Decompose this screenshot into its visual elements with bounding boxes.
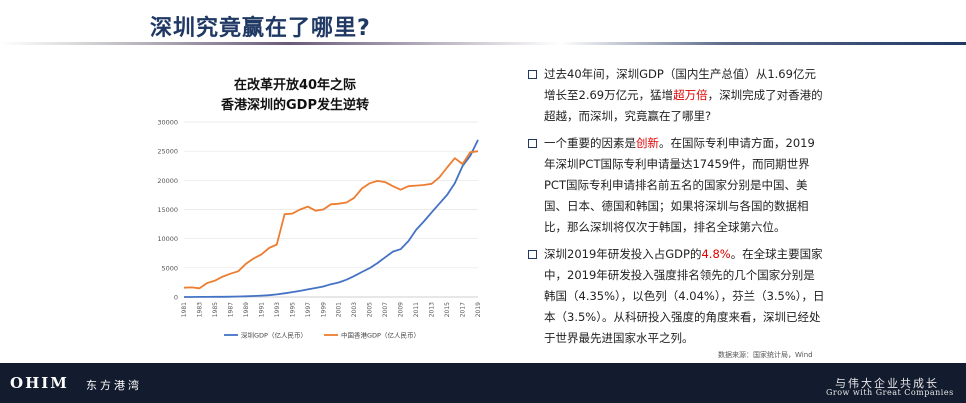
bullet-text: ，深圳完成了对香港的超越，而深圳，究竟赢在了哪里? — [544, 88, 823, 123]
y-tick-label: 30000 — [157, 119, 178, 127]
x-tick-label: 1997 — [305, 302, 312, 317]
square-bullet-icon — [528, 250, 537, 259]
x-tick-label: 2001 — [336, 302, 343, 317]
x-tick-label: 1993 — [274, 302, 281, 317]
highlight-text: 4.8% — [701, 247, 731, 261]
bullet-item: 一个重要的因素是创新。在国际专利申请方面，2019年深圳PCT国际专利申请量达1… — [526, 133, 826, 238]
bullet-item: 深圳2019年研发投入占GDP的4.8%。在全球主要国家中，2019年研发投入强… — [526, 244, 826, 349]
series-line-1 — [183, 150, 479, 290]
data-source-note: 数据来源：国家统计局，Wind — [718, 351, 813, 359]
chart-title-line-1: 在改革开放40年之际 — [233, 78, 357, 93]
highlight-text: 超万倍 — [673, 88, 708, 102]
x-tick-label: 1987 — [227, 302, 234, 317]
x-tick-label: 2009 — [398, 302, 405, 317]
square-bullet-icon — [528, 139, 537, 148]
x-tick-label: 1999 — [320, 302, 327, 317]
series-line-0 — [184, 139, 479, 298]
gdp-line-chart: 0 5000 10000 15000 20000 25000 30000 1981 1983 19… — [157, 119, 482, 340]
bullet-text: 。在全球主要国家中，2019年研发投入强度排名领先的几个国家分别是韩国（4.35… — [544, 247, 825, 345]
slogan-english: Grow with Great Companies — [826, 388, 954, 397]
chart-title-line-2: 香港深圳的GDP发生逆转 — [221, 98, 369, 113]
x-tick-label: 2019 — [475, 302, 482, 317]
bullet-text: 。在国际专利申请方面，2019年深圳PCT国际专利申请量达17459件，而同期世… — [544, 136, 815, 234]
x-tick-label: 2011 — [413, 302, 420, 317]
x-tick-label: 1983 — [196, 302, 203, 317]
company-name: 东方港湾 — [86, 379, 142, 392]
x-tick-label: 2003 — [351, 302, 358, 317]
x-tick-label: 2005 — [367, 302, 374, 317]
x-tick-label: 2017 — [460, 302, 467, 317]
x-tick-label: 1985 — [212, 302, 219, 317]
highlight-text: 创新 — [636, 136, 659, 150]
y-tick-label: 20000 — [157, 177, 178, 185]
square-bullet-icon — [528, 70, 537, 79]
footer-bar — [0, 363, 966, 403]
page-title: 深圳究竟赢在了哪里? — [150, 16, 371, 41]
x-tick-label: 1995 — [289, 302, 296, 317]
legend-label: 深圳GDP（亿人民币） — [241, 331, 307, 340]
bullet-text: 一个重要的因素是 — [544, 136, 636, 150]
x-tick-label: 1989 — [243, 302, 250, 317]
x-tick-label: 2015 — [444, 302, 451, 317]
legend-label: 中国香港GDP（亿人民币） — [341, 331, 420, 340]
y-tick-label: 5000 — [161, 264, 178, 272]
bullet-item: 过去40年间，深圳GDP（国内生产总值）从1.69亿元增长至2.69万亿元，猛增… — [526, 64, 826, 127]
company-logo: OHIM — [10, 374, 69, 392]
x-tick-label: 2013 — [429, 302, 436, 317]
x-tick-label: 1981 — [181, 302, 188, 317]
y-tick-label: 0 — [174, 294, 178, 302]
y-tick-label: 10000 — [157, 235, 178, 243]
bullet-list: 过去40年间，深圳GDP（国内生产总值）从1.69亿元增长至2.69万亿元，猛增… — [526, 64, 826, 355]
slogan-chinese: 与伟大企业共成长 — [835, 377, 939, 390]
bullet-text: 过去40年间，深圳GDP（国内生产总值）从1.69亿元增长至2.69万亿元，猛增 — [544, 67, 816, 102]
y-tick-label: 25000 — [157, 148, 178, 156]
x-tick-label: 2007 — [382, 302, 389, 317]
bullet-text: 深圳2019年研发投入占GDP的 — [544, 247, 702, 261]
header-divider — [0, 42, 966, 45]
y-tick-label: 15000 — [157, 206, 178, 214]
x-tick-label: 1991 — [258, 302, 265, 317]
